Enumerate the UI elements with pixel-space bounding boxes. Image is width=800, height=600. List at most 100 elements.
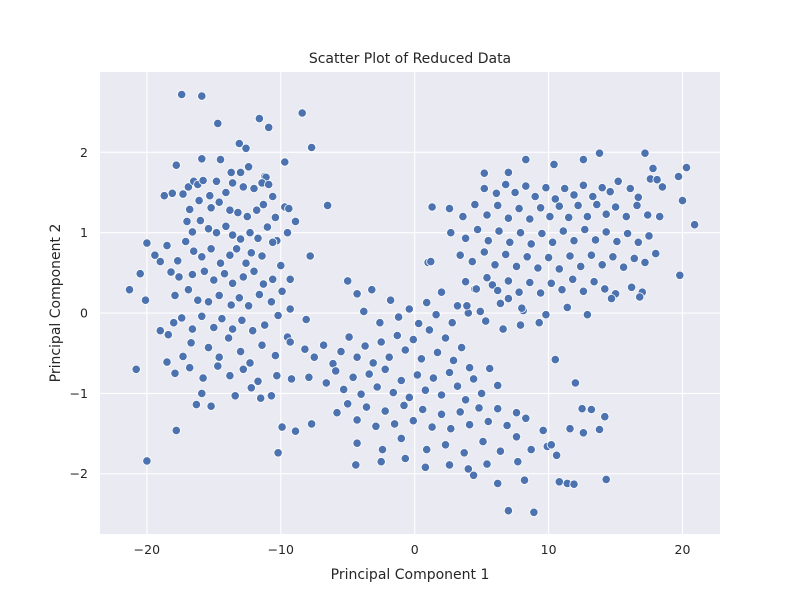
- scatter-point: [393, 312, 404, 322]
- scatter-point: [440, 440, 451, 450]
- scatter-point: [640, 257, 650, 267]
- scatter-point: [194, 196, 204, 206]
- scatter-point: [632, 200, 642, 210]
- scatter-point: [385, 295, 396, 305]
- scatter-point: [177, 313, 187, 323]
- scatter-point: [203, 342, 214, 353]
- chart-title: Scatter Plot of Reduced Data: [309, 51, 511, 67]
- scatter-point: [482, 210, 492, 220]
- scatter-point: [515, 228, 526, 238]
- scatter-point: [189, 246, 199, 256]
- scatter-point: [505, 237, 515, 247]
- scatter-point: [352, 415, 362, 425]
- scatter-point: [178, 351, 188, 361]
- scatter-point: [249, 183, 259, 194]
- scatter-point: [550, 194, 560, 204]
- scatter-point: [195, 216, 205, 226]
- scatter-point: [244, 301, 254, 311]
- scatter-point: [155, 326, 165, 336]
- scatter-point: [270, 212, 280, 222]
- scatter-point: [266, 391, 276, 401]
- scatter-point: [343, 276, 353, 286]
- y-tick-label: 2: [80, 145, 88, 160]
- scatter-point: [248, 326, 258, 336]
- scatter-point: [234, 138, 244, 149]
- scatter-point: [601, 474, 611, 484]
- scatter-point: [285, 337, 295, 347]
- scatter-point: [436, 287, 447, 297]
- scatter-point: [404, 304, 414, 314]
- scatter-point: [416, 354, 426, 364]
- scatter-point: [348, 372, 358, 382]
- scatter-point: [253, 233, 263, 243]
- scatter-point: [546, 440, 556, 450]
- scatter-point: [254, 289, 264, 300]
- scatter-point: [193, 295, 203, 305]
- scatter-point: [253, 376, 263, 386]
- scatter-point: [578, 286, 589, 296]
- scatter-point: [600, 412, 610, 422]
- scatter-point: [321, 378, 331, 388]
- scatter-point: [258, 200, 268, 210]
- scatter-point: [597, 260, 607, 270]
- scatter-point: [503, 506, 513, 516]
- scatter-point: [170, 290, 180, 300]
- scatter-point: [464, 420, 475, 430]
- scatter-point: [414, 318, 424, 329]
- scatter-point: [586, 404, 597, 415]
- y-tick-label: 0: [80, 306, 88, 321]
- scatter-point: [517, 303, 527, 313]
- scatter-point: [546, 278, 556, 288]
- scatter-point: [162, 357, 172, 367]
- scatter-point: [258, 279, 268, 289]
- scatter-point: [399, 400, 409, 410]
- scatter-point: [459, 448, 469, 458]
- scatter-point: [276, 260, 286, 271]
- scatter-point: [446, 228, 456, 238]
- scatter-point: [483, 416, 493, 427]
- scatter-point: [304, 372, 314, 382]
- scatter-point: [142, 238, 152, 248]
- scatter-point: [426, 256, 436, 267]
- scatter-point: [213, 118, 223, 129]
- scatter-point: [444, 367, 455, 378]
- x-tick-label: 20: [675, 542, 691, 557]
- scatter-point: [530, 191, 540, 202]
- scatter-point: [206, 203, 216, 213]
- scatter-point: [498, 324, 508, 334]
- scatter-point: [343, 399, 353, 409]
- scatter-point: [242, 212, 252, 222]
- scatter-point: [254, 114, 264, 124]
- scatter-point: [332, 408, 342, 418]
- scatter-point: [493, 404, 503, 414]
- scatter-point: [284, 204, 294, 214]
- scatter-point: [336, 346, 346, 357]
- scatter-point: [367, 285, 377, 295]
- scatter-point: [464, 363, 475, 373]
- scatter-point: [209, 322, 219, 333]
- scatter-point: [580, 224, 590, 235]
- scatter-point: [681, 163, 692, 173]
- scatter-point: [475, 306, 485, 316]
- scatter-point: [230, 391, 240, 401]
- scatter-point: [214, 197, 224, 207]
- scatter-point: [550, 354, 560, 365]
- scatter-point: [612, 236, 622, 247]
- scatter-point: [214, 290, 224, 300]
- scatter-point: [135, 269, 145, 279]
- scatter-point: [262, 222, 272, 232]
- scatter-point: [491, 188, 501, 198]
- scatter-point: [427, 422, 437, 432]
- scatter-point: [468, 374, 479, 384]
- scatter-point: [495, 446, 505, 456]
- scatter-point: [568, 274, 578, 284]
- scatter-point: [511, 261, 522, 271]
- scatter-point: [197, 388, 207, 398]
- scatter-point: [249, 266, 259, 276]
- scatter-point: [214, 352, 224, 362]
- scatter-point: [252, 205, 262, 215]
- scatter-point: [224, 333, 234, 343]
- scatter-point: [268, 274, 278, 284]
- scatter-point: [652, 175, 662, 185]
